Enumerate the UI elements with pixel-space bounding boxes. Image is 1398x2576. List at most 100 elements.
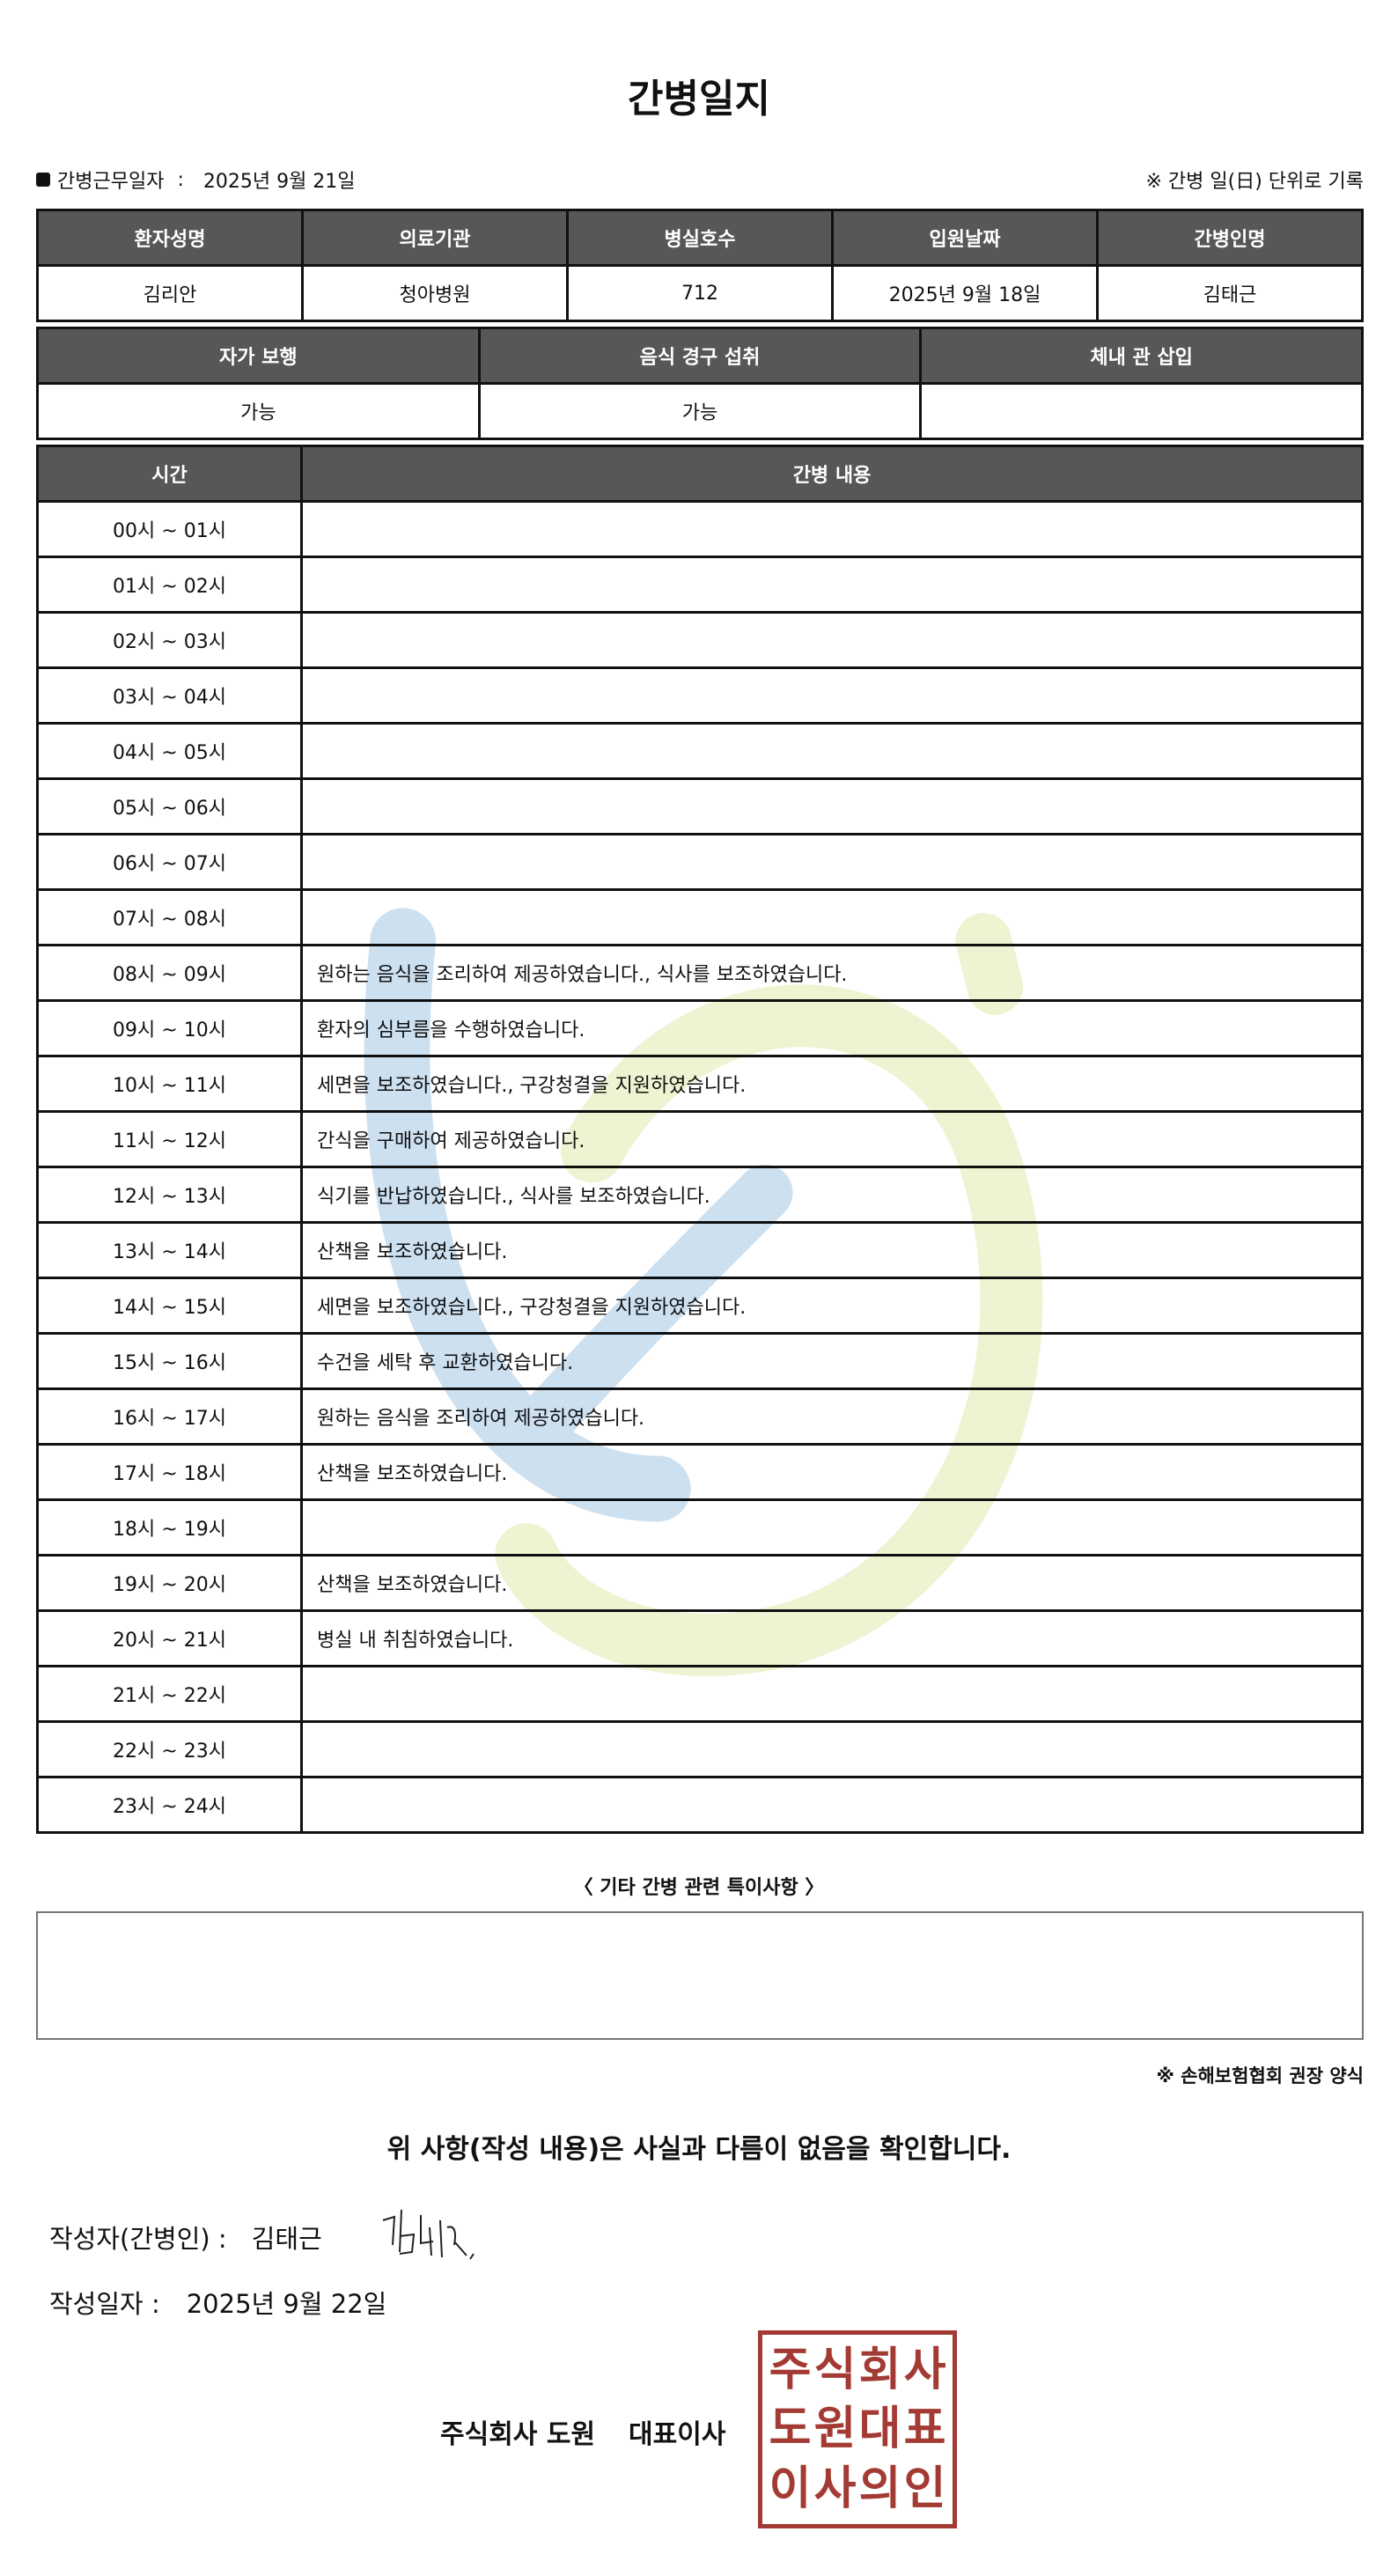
- care-content: [300, 833, 1364, 891]
- time-slot: 01시 ~ 02시: [36, 556, 303, 614]
- care-content: 간식을 구매하여 제공하였습니다.: [300, 1110, 1364, 1168]
- table-row: 18시 ~ 19시: [36, 1498, 1364, 1557]
- unit-note: ※ 간병 일(日) 단위로 기록: [1145, 171, 1365, 193]
- company-name: 주식회사 도원: [440, 2419, 596, 2450]
- time-slot: 03시 ~ 04시: [36, 666, 303, 725]
- time-slot: 00시 ~ 01시: [36, 500, 303, 558]
- time-slot: 21시 ~ 22시: [36, 1665, 303, 1723]
- table-row: 21시 ~ 22시: [36, 1665, 1364, 1723]
- header-time: 시간: [36, 445, 303, 503]
- header-cell: 체내 관 삽입: [919, 327, 1364, 385]
- table-row: 09시 ~ 10시 환자의 심부름을 수행하였습니다.: [36, 999, 1364, 1057]
- table-row: 03시 ~ 04시: [36, 666, 1364, 725]
- time-slot: 11시 ~ 12시: [36, 1110, 303, 1168]
- table-row: 02시 ~ 03시: [36, 611, 1364, 669]
- table-row: 04시 ~ 05시: [36, 722, 1364, 780]
- table-row: 22시 ~ 23시: [36, 1720, 1364, 1778]
- care-content: [300, 666, 1364, 725]
- time-slot: 15시 ~ 16시: [36, 1332, 303, 1390]
- time-slot: 13시 ~ 14시: [36, 1221, 303, 1279]
- seal-char: 표: [903, 2403, 946, 2456]
- seal-char: 사: [903, 2343, 946, 2396]
- oral-intake: 가능: [477, 382, 923, 440]
- remarks-title: 〈 기타 간병 관련 특이사항 〉: [573, 1877, 825, 1899]
- seal-char: 인: [903, 2462, 946, 2516]
- seal-char: 대: [858, 2403, 901, 2456]
- patient-table: 환자성명 의료기관 병실호수 입원날짜 간병인명 김리안 청아병원 712 20…: [36, 209, 1364, 322]
- care-content: 원하는 음식을 조리하여 제공하였습니다.: [300, 1387, 1364, 1446]
- care-content: [300, 888, 1364, 946]
- table-row: 23시 ~ 24시: [36, 1776, 1364, 1834]
- care-content: [300, 1720, 1364, 1778]
- writer-line: 작성자(간병인) : 김태근: [49, 2219, 322, 2256]
- header-cell: 자가 보행: [36, 327, 481, 385]
- care-content: 세면을 보조하였습니다., 구강청결을 지원하였습니다.: [300, 1055, 1364, 1113]
- table-row: 05시 ~ 06시: [36, 777, 1364, 835]
- care-content: [300, 777, 1364, 835]
- table-row: 16시 ~ 17시 원하는 음식을 조리하여 제공하였습니다.: [36, 1387, 1364, 1446]
- form-note: ※ 손해보험협회 권장 양식: [1156, 2065, 1364, 2087]
- header-cell: 환자성명: [36, 209, 304, 267]
- care-content: 식기를 반납하였습니다., 식사를 보조하였습니다.: [300, 1166, 1364, 1224]
- time-slot: 09시 ~ 10시: [36, 999, 303, 1057]
- header-cell: 의료기관: [301, 209, 569, 267]
- care-content: 병실 내 취침하였습니다.: [300, 1609, 1364, 1667]
- time-slot: 20시 ~ 21시: [36, 1609, 303, 1667]
- table-row: 17시 ~ 18시 산책을 보조하였습니다.: [36, 1443, 1364, 1501]
- care-content: 산책을 보조하였습니다.: [300, 1554, 1364, 1612]
- time-slot: 23시 ~ 24시: [36, 1776, 303, 1834]
- care-content: [300, 1498, 1364, 1557]
- table-row: 07시 ~ 08시: [36, 888, 1364, 946]
- company-line: 주식회사 도원 대표이사: [440, 2412, 725, 2451]
- table-row: 08시 ~ 09시 원하는 음식을 조리하여 제공하였습니다., 식사를 보조하였…: [36, 944, 1364, 1002]
- signature-image: [382, 2209, 475, 2260]
- seal-char: 회: [858, 2343, 901, 2396]
- table-row: 14시 ~ 15시 세면을 보조하였습니다., 구강청결을 지원하였습니다.: [36, 1277, 1364, 1335]
- status-table: 자가 보행 음식 경구 섭취 체내 관 삽입 가능 가능: [36, 327, 1364, 440]
- table-row: 19시 ~ 20시 산책을 보조하였습니다.: [36, 1554, 1364, 1612]
- bullet-square-icon: [36, 173, 50, 187]
- seal-char: 원: [813, 2403, 857, 2456]
- table-row: 01시 ~ 02시: [36, 556, 1364, 614]
- header-cell: 입원날짜: [831, 209, 1099, 267]
- table-row: 10시 ~ 11시 세면을 보조하였습니다., 구강청결을 지원하였습니다.: [36, 1055, 1364, 1113]
- time-slot: 06시 ~ 07시: [36, 833, 303, 891]
- care-content: 환자의 심부름을 수행하였습니다.: [300, 999, 1364, 1057]
- hospital: 청아병원: [301, 264, 569, 322]
- time-slot: 05시 ~ 06시: [36, 777, 303, 835]
- care-content: 산책을 보조하였습니다.: [300, 1221, 1364, 1279]
- care-log-table: 시간 간병 내용 00시 ~ 01시 01시 ~ 02시 02시 ~ 03시 03시 …: [36, 445, 1364, 1834]
- seal-char: 의: [858, 2462, 901, 2516]
- confirm-text: 위 사항(작성 내용)은 사실과 다름이 없음을 확인합니다.: [386, 2134, 1012, 2165]
- written-date: 2025년 9월 22일: [186, 2289, 387, 2319]
- time-slot: 07시 ~ 08시: [36, 888, 303, 946]
- writer-name: 김태근: [251, 2224, 322, 2254]
- page-title: 간병일지: [628, 77, 770, 121]
- room-number: 712: [566, 264, 834, 322]
- care-content: [300, 611, 1364, 669]
- time-slot: 02시 ~ 03시: [36, 611, 303, 669]
- seal-char: 주: [769, 2343, 812, 2396]
- table-row: 12시 ~ 13시 식기를 반납하였습니다., 식사를 보조하였습니다.: [36, 1166, 1364, 1224]
- time-slot: 17시 ~ 18시: [36, 1443, 303, 1501]
- ceo-label: 대표이사: [629, 2419, 726, 2450]
- work-date-label: 간병근무일자: [57, 171, 165, 193]
- time-slot: 16시 ~ 17시: [36, 1387, 303, 1446]
- time-slot: 19시 ~ 20시: [36, 1554, 303, 1612]
- self-walking: 가능: [36, 382, 481, 440]
- header-content: 간병 내용: [300, 445, 1364, 503]
- colon: :: [171, 168, 196, 191]
- tube-insertion: [919, 382, 1364, 440]
- time-slot: 14시 ~ 15시: [36, 1277, 303, 1335]
- seal-char: 사: [813, 2462, 857, 2516]
- care-content: 수건을 세탁 후 교환하였습니다.: [300, 1332, 1364, 1390]
- writer-label: 작성자(간병인) :: [49, 2224, 227, 2254]
- table-row: 15시 ~ 16시 수건을 세탁 후 교환하였습니다.: [36, 1332, 1364, 1390]
- time-slot: 18시 ~ 19시: [36, 1498, 303, 1557]
- care-content: [300, 556, 1364, 614]
- table-row: 06시 ~ 07시: [36, 833, 1364, 891]
- table-row: 11시 ~ 12시 간식을 구매하여 제공하였습니다.: [36, 1110, 1364, 1168]
- table-row: 20시 ~ 21시 병실 내 취침하였습니다.: [36, 1609, 1364, 1667]
- care-content: [300, 722, 1364, 780]
